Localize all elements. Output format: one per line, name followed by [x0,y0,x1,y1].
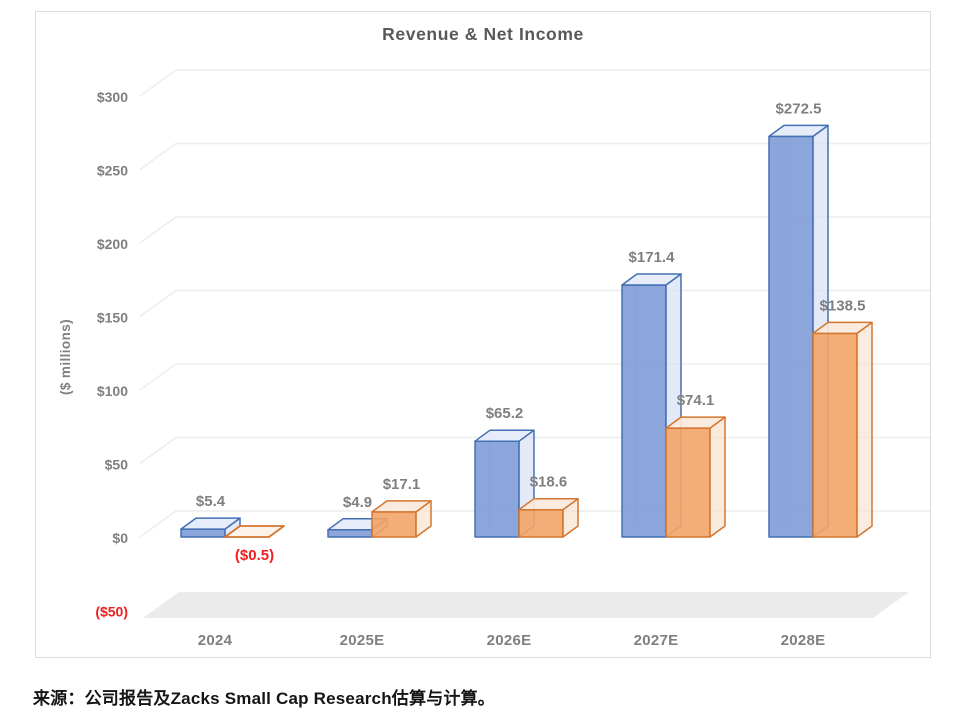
y-tick-label: $300 [97,89,128,105]
bar-net-income-2028e-top-face [812,321,873,335]
bar-revenue-2026e-front-face [474,440,520,538]
bar-net-income-2027e-value-label: $74.1 [677,392,715,409]
gridline [139,142,930,171]
source-note: 来源：公司报告及Zacks Small Cap Research估算与计算。 [33,689,495,708]
x-category-label: 2024 [198,632,233,649]
bar-net-income-2025e-front-face [371,511,417,538]
y-tick-label: $0 [112,530,128,546]
bar-revenue-2025e-value-label: $4.9 [343,494,372,511]
bar-revenue-2025e-front-face [327,529,373,538]
x-category-label: 2026E [487,632,532,649]
y-tick-label: $200 [97,236,128,252]
bar-net-income-2027e-top-face [665,416,726,429]
y-tick-label: $100 [97,383,128,399]
bar-revenue-2024-front-face [180,528,226,538]
bar-net-income-2027e-front-face [665,427,711,538]
gridline [139,69,930,97]
bar-net-income-2028e-value-label: $138.5 [820,297,866,314]
bar-revenue-2024-top-face [180,517,241,530]
gridline [139,216,930,244]
bar-revenue-2027e-front-face [621,284,667,538]
bar-revenue-2027e-top-face [621,273,682,286]
bar-revenue-2028e-value-label: $272.5 [776,100,822,117]
x-category-label: 2025E [340,632,385,649]
bar-net-income-2026e-value-label: $18.6 [530,474,568,491]
y-tick-label: ($50) [95,604,128,620]
chart-title: Revenue & Net Income [382,24,584,44]
bar-revenue-2028e-top-face [768,124,829,138]
bar-revenue-2026e-value-label: $65.2 [486,405,524,422]
bar-net-income-2026e-top-face [518,497,579,511]
bar-net-income-2028e-front-face [812,332,858,538]
y-tick-label: $250 [97,163,128,179]
bar-revenue-2026e-top-face [474,429,535,442]
bar-revenue-2028e-front-face [768,135,814,538]
bar-net-income-2024-flat-face [224,525,285,538]
bar-net-income-2026e-front-face [518,508,564,538]
bar-revenue-2027e-value-label: $171.4 [629,249,676,266]
y-tick-label: $50 [105,457,129,473]
floor-3d [143,592,909,618]
y-tick-label: $150 [97,310,128,326]
bar-net-income-2024-value-label: ($0.5) [235,547,274,564]
bar-revenue-2024-value-label: $5.4 [196,493,226,510]
bar-net-income-2025e-value-label: $17.1 [383,476,421,493]
x-category-label: 2027E [634,632,679,649]
x-category-label: 2028E [781,632,826,649]
bar-net-income-2028e-side-face [856,321,873,538]
bar-net-income-2025e-top-face [371,500,432,513]
bar-net-income-2027e-side-face [709,416,726,538]
